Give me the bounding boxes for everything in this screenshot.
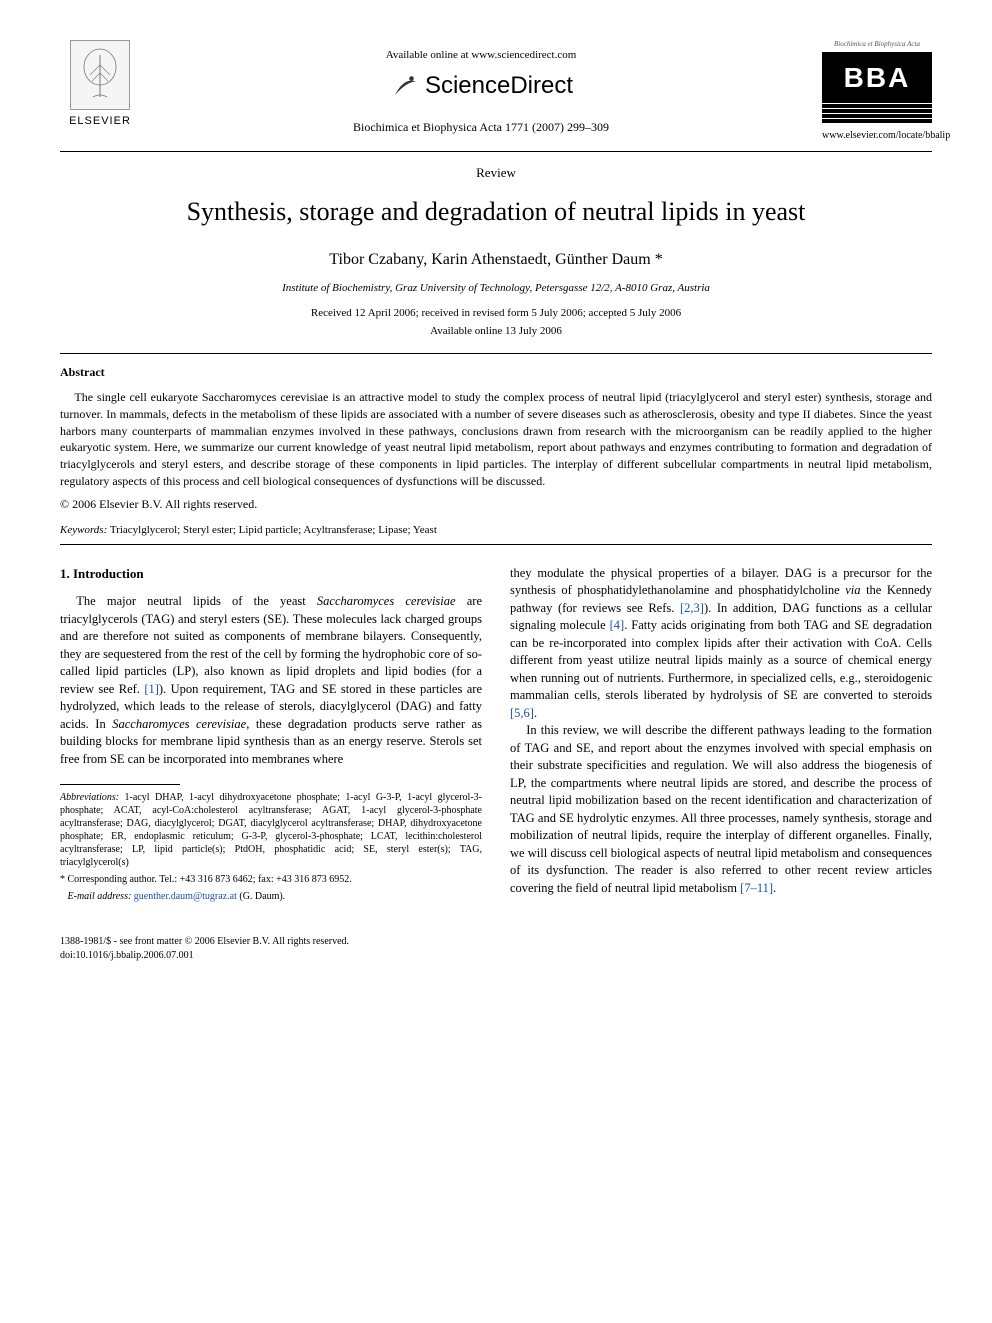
- footnote-separator: [60, 784, 180, 785]
- ref-link-5-6[interactable]: [5,6]: [510, 706, 534, 720]
- available-online-text: Available online at www.sciencedirect.co…: [140, 48, 822, 63]
- section-number: 1.: [60, 566, 70, 581]
- section-1-heading: 1. Introduction: [60, 565, 482, 583]
- abstract-text: The single cell eukaryote Saccharomyces …: [60, 389, 932, 490]
- ref-link-1[interactable]: [1]: [144, 682, 159, 696]
- journal-citation: Biochimica et Biophysica Acta 1771 (2007…: [140, 119, 822, 136]
- sciencedirect-text: ScienceDirect: [425, 69, 573, 103]
- column-left: 1. Introduction The major neutral lipids…: [60, 565, 482, 907]
- elsevier-label: ELSEVIER: [69, 114, 131, 129]
- column-right: they modulate the physical properties of…: [510, 565, 932, 907]
- footer-left: 1388-1981/$ - see front matter © 2006 El…: [60, 935, 349, 963]
- bba-fulltitle: Biochimica et Biophysica Acta: [822, 40, 932, 50]
- footnotes: Abbreviations: 1-acyl DHAP, 1-acyl dihyd…: [60, 791, 482, 903]
- abstract-bottom-rule: [60, 544, 932, 545]
- journal-url: www.elsevier.com/locate/bbalip: [822, 129, 932, 143]
- article-dates-1: Received 12 April 2006; received in revi…: [60, 306, 932, 321]
- header-rule: [60, 151, 932, 152]
- ref-link-7-11[interactable]: [7–11]: [740, 881, 773, 895]
- abbrev-text: 1-acyl DHAP, 1-acyl dihydroxyacetone pho…: [60, 792, 482, 868]
- email-link[interactable]: guenther.daum@tugraz.at: [131, 891, 237, 902]
- ref-link-2-3[interactable]: [2,3]: [680, 601, 704, 615]
- article-authors: Tibor Czabany, Karin Athenstaedt, Günthe…: [60, 249, 932, 271]
- elsevier-logo: ELSEVIER: [60, 40, 140, 129]
- intro-para-1-left: The major neutral lipids of the yeast Sa…: [60, 593, 482, 768]
- intro-para-2: In this review, we will describe the dif…: [510, 722, 932, 897]
- elsevier-tree-icon: [70, 40, 130, 110]
- article-affiliation: Institute of Biochemistry, Graz Universi…: [60, 281, 932, 296]
- article-dates-2: Available online 13 July 2006: [60, 324, 932, 339]
- abbrev-label: Abbreviations:: [60, 792, 119, 803]
- email-tail: (G. Daum).: [237, 891, 285, 902]
- front-matter-line: 1388-1981/$ - see front matter © 2006 El…: [60, 935, 349, 949]
- email-footnote: E-mail address: guenther.daum@tugraz.at …: [60, 890, 482, 903]
- intro-para-1-right: they modulate the physical properties of…: [510, 565, 932, 723]
- doi-line: doi:10.1016/j.bbalip.2006.07.001: [60, 949, 349, 963]
- abstract-copyright: © 2006 Elsevier B.V. All rights reserved…: [60, 496, 932, 513]
- page-footer: 1388-1981/$ - see front matter © 2006 El…: [60, 935, 932, 963]
- sciencedirect-icon: [389, 71, 419, 101]
- bba-logo: Biochimica et Biophysica Acta BBA www.el…: [822, 40, 932, 143]
- corresponding-author-footnote: * Corresponding author. Tel.: +43 316 87…: [60, 873, 482, 886]
- section-title: Introduction: [73, 566, 144, 581]
- body-columns: 1. Introduction The major neutral lipids…: [60, 565, 932, 907]
- abstract-heading: Abstract: [60, 364, 932, 381]
- bba-stripes-icon: [822, 104, 932, 123]
- abstract-top-rule: [60, 353, 932, 354]
- ref-link-4[interactable]: [4]: [610, 618, 625, 632]
- keywords-text: Triacylglycerol; Steryl ester; Lipid par…: [107, 524, 437, 536]
- article-type: Review: [60, 164, 932, 182]
- keywords-label: Keywords:: [60, 524, 107, 536]
- keywords-line: Keywords: Triacylglycerol; Steryl ester;…: [60, 523, 932, 538]
- page-header: ELSEVIER Available online at www.science…: [60, 40, 932, 143]
- email-label: E-mail address:: [68, 891, 132, 902]
- sciencedirect-logo: ScienceDirect: [389, 69, 573, 103]
- bba-letters: BBA: [822, 52, 932, 103]
- header-center: Available online at www.sciencedirect.co…: [140, 40, 822, 136]
- article-title: Synthesis, storage and degradation of ne…: [60, 194, 932, 230]
- abbreviations-footnote: Abbreviations: 1-acyl DHAP, 1-acyl dihyd…: [60, 791, 482, 869]
